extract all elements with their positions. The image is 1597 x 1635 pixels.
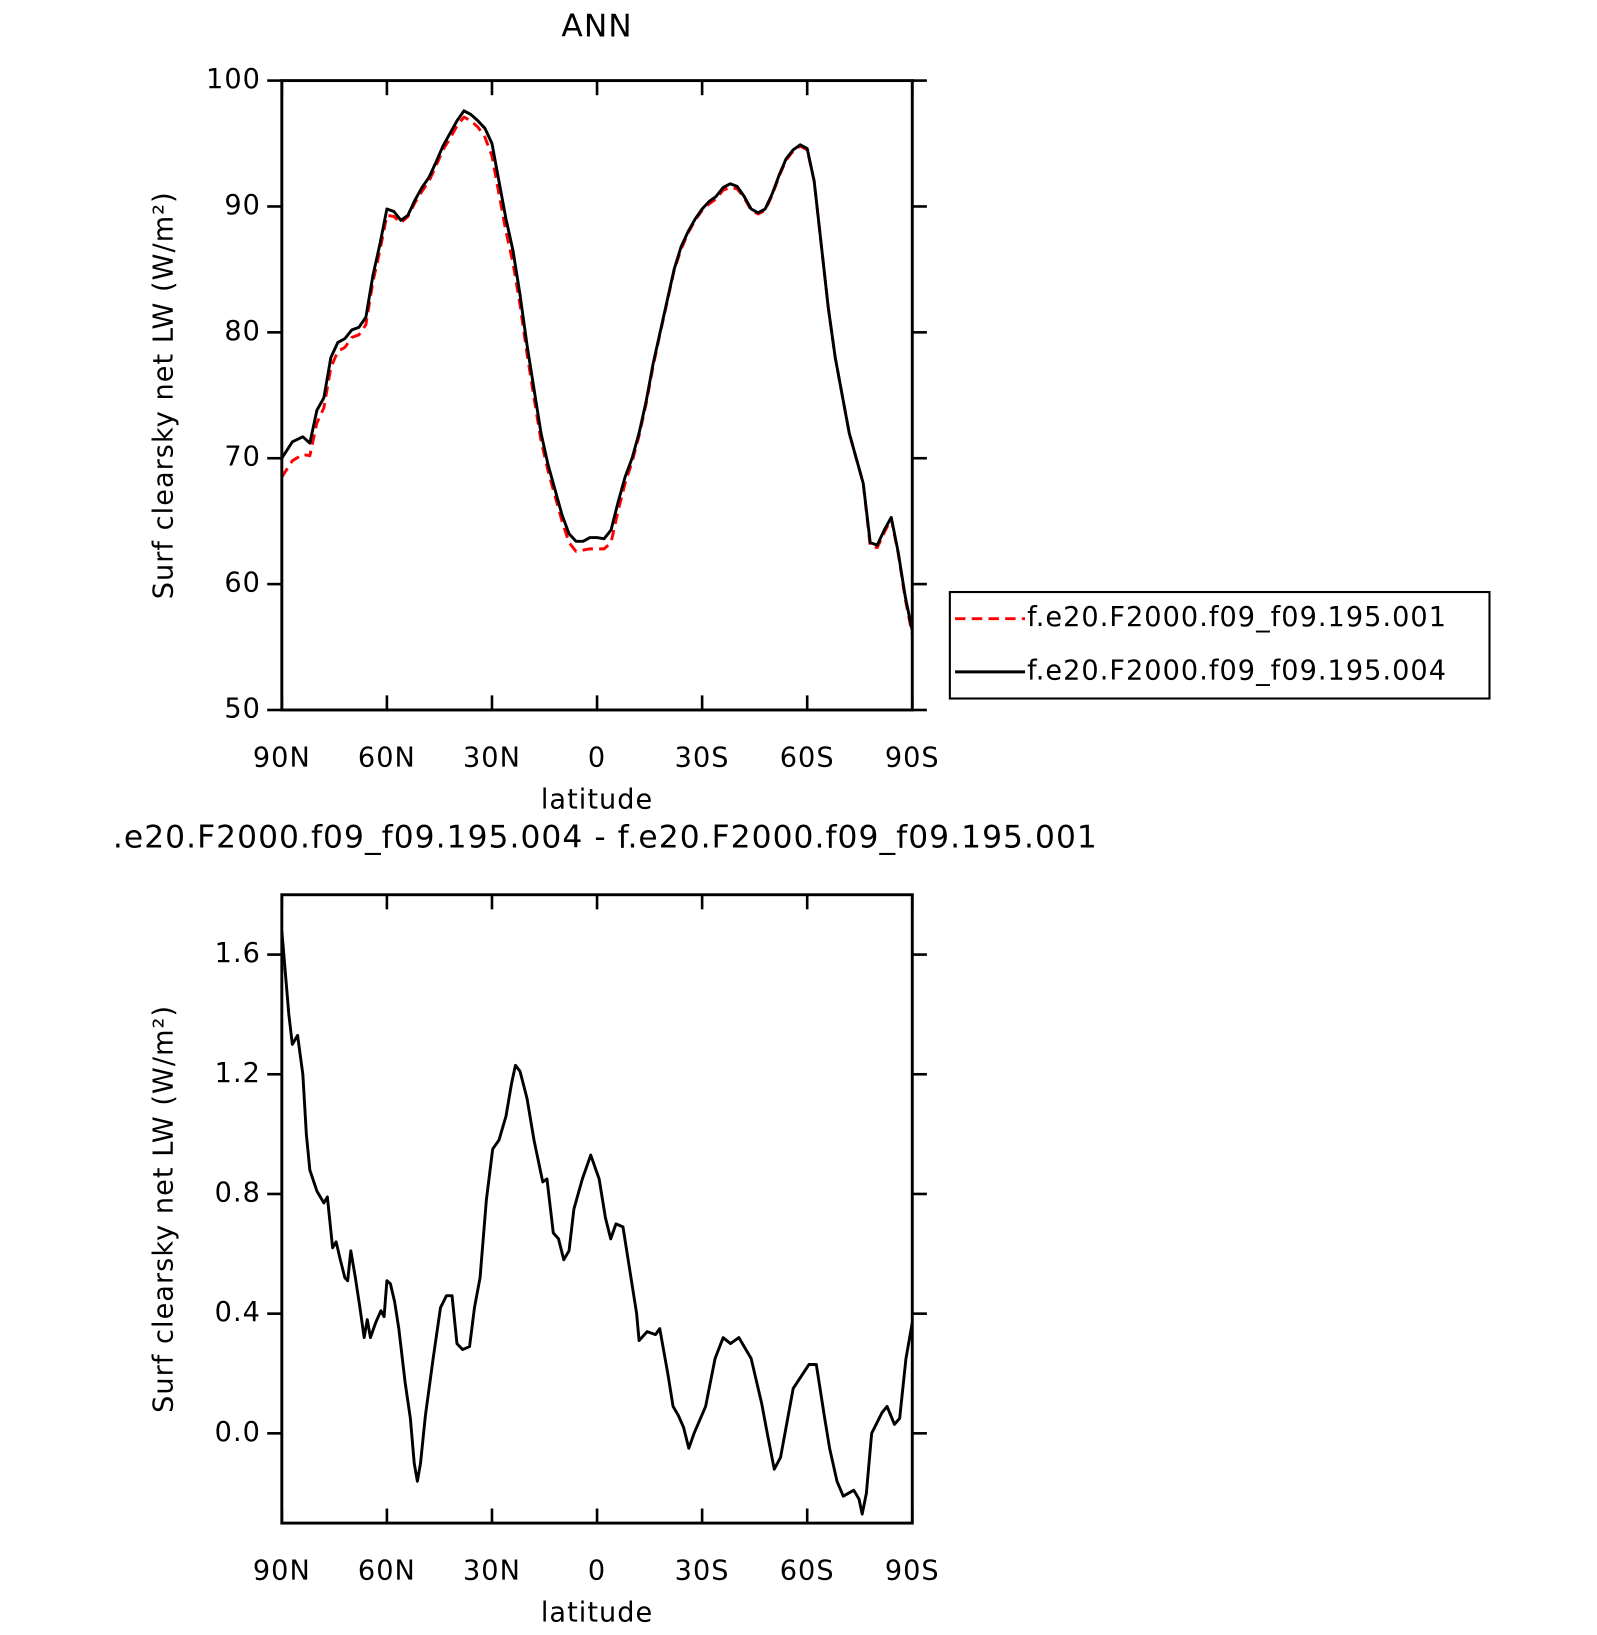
y-tick-label: 80 bbox=[224, 316, 261, 347]
x-axis-label: latitude bbox=[541, 1597, 653, 1628]
x-tick-label: 30N bbox=[463, 743, 521, 774]
x-tick-label: 60N bbox=[358, 743, 416, 774]
x-tick-label: 0 bbox=[588, 743, 606, 774]
x-tick-label: 0 bbox=[588, 1556, 606, 1587]
data-line bbox=[281, 109, 913, 631]
x-tick-label: 30S bbox=[675, 743, 730, 774]
y-tick-label: 1.2 bbox=[215, 1058, 261, 1089]
legend-label: f.e20.F2000.f09_f09.195.001 bbox=[1027, 602, 1447, 633]
x-axis-label: latitude bbox=[541, 784, 653, 815]
chart-title: ANN bbox=[561, 8, 632, 44]
x-tick-label: 60S bbox=[780, 1556, 835, 1587]
plot-frame bbox=[280, 893, 914, 1525]
legend-label: f.e20.F2000.f09_f09.195.004 bbox=[1027, 655, 1447, 686]
x-tick-label: 30S bbox=[675, 1556, 730, 1587]
chart-title: .e20.F2000.f09_f09.195.004 - f.e20.F2000… bbox=[113, 819, 1098, 855]
x-tick-label: 60S bbox=[780, 743, 835, 774]
y-axis-label: Surf clearsky net LW (W/m²) bbox=[148, 1005, 179, 1413]
legend-box bbox=[948, 590, 1491, 700]
y-tick-label: 90 bbox=[224, 190, 261, 221]
plot-frame bbox=[280, 79, 914, 712]
data-line bbox=[281, 930, 913, 1516]
x-tick-label: 60N bbox=[358, 1556, 416, 1587]
y-tick-label: 50 bbox=[224, 693, 261, 724]
y-tick-label: 0.0 bbox=[215, 1417, 261, 1448]
x-tick-label: 90S bbox=[885, 1556, 940, 1587]
y-axis-label: Surf clearsky net LW (W/m²) bbox=[148, 191, 179, 599]
x-tick-label: 90N bbox=[253, 743, 311, 774]
y-tick-label: 0.4 bbox=[215, 1297, 261, 1328]
y-tick-label: 1.6 bbox=[215, 938, 261, 969]
y-tick-label: 60 bbox=[224, 568, 261, 599]
x-tick-label: 90N bbox=[253, 1556, 311, 1587]
y-tick-label: 100 bbox=[206, 64, 261, 95]
data-line bbox=[281, 115, 913, 635]
y-tick-label: 0.8 bbox=[215, 1177, 261, 1208]
x-tick-label: 30N bbox=[463, 1556, 521, 1587]
x-tick-label: 90S bbox=[885, 743, 940, 774]
y-tick-label: 70 bbox=[224, 442, 261, 473]
